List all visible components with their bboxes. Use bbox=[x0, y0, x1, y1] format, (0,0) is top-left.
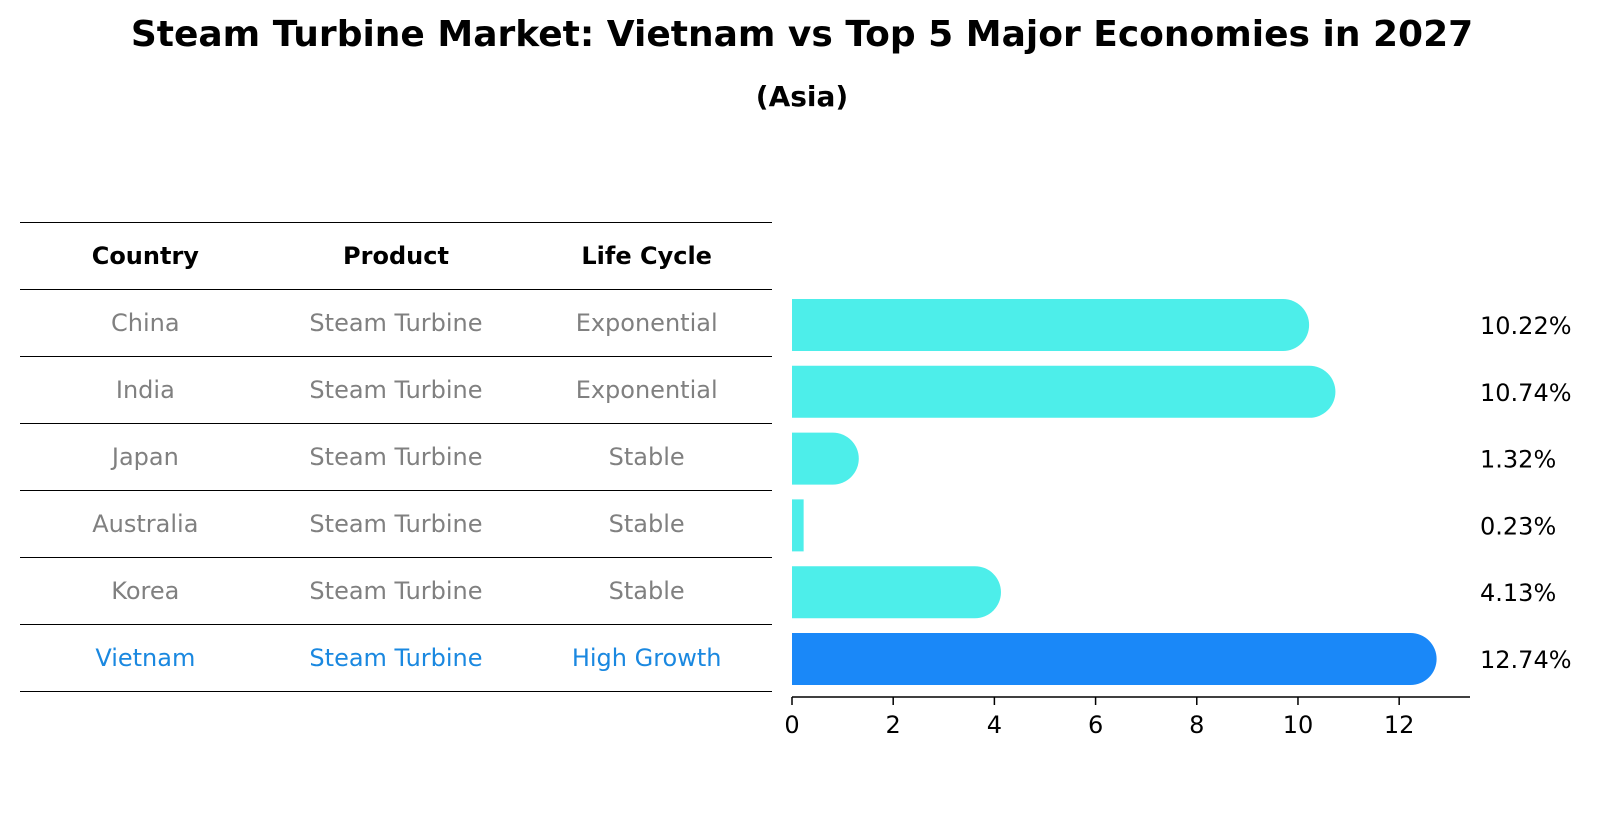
cell-product: Steam Turbine bbox=[270, 624, 522, 692]
country-table: Country Product Life Cycle China Steam T… bbox=[20, 222, 772, 692]
table-row-highlight: Vietnam Steam Turbine High Growth bbox=[20, 624, 772, 692]
value-label-vietnam: 12.74% bbox=[1480, 646, 1572, 674]
chart-title: Steam Turbine Market: Vietnam vs Top 5 M… bbox=[130, 14, 1474, 55]
table-row: India Steam Turbine Exponential bbox=[20, 356, 772, 424]
cell-product: Steam Turbine bbox=[270, 356, 522, 424]
table-row: Korea Steam Turbine Stable bbox=[20, 557, 772, 625]
cell-product: Steam Turbine bbox=[270, 423, 522, 491]
cell-life-cycle: Stable bbox=[521, 423, 772, 491]
table-row: Australia Steam Turbine Stable bbox=[20, 490, 772, 558]
table-row: China Steam Turbine Exponential bbox=[20, 289, 772, 357]
cell-country: Vietnam bbox=[20, 624, 271, 692]
bar-japan bbox=[792, 432, 859, 485]
x-tick-label: 2 bbox=[886, 711, 901, 739]
cell-country: Japan bbox=[20, 423, 271, 491]
cell-life-cycle: Stable bbox=[521, 490, 772, 558]
value-label-korea: 4.13% bbox=[1480, 579, 1556, 607]
header-life-cycle: Life Cycle bbox=[521, 222, 772, 290]
cell-life-cycle: Exponential bbox=[521, 289, 772, 357]
value-label-india: 10.74% bbox=[1480, 379, 1572, 407]
cell-life-cycle: Stable bbox=[521, 557, 772, 625]
cell-product: Steam Turbine bbox=[270, 490, 522, 558]
cell-country: China bbox=[20, 289, 271, 357]
bar-vietnam bbox=[792, 633, 1437, 685]
bar-china bbox=[792, 299, 1310, 351]
bar-india bbox=[792, 365, 1336, 418]
table-header-row: Country Product Life Cycle bbox=[20, 222, 772, 290]
cell-life-cycle: High Growth bbox=[521, 624, 772, 692]
x-tick-label: 12 bbox=[1384, 711, 1415, 739]
x-tick-label: 6 bbox=[1088, 711, 1103, 739]
value-label-australia: 0.23% bbox=[1480, 512, 1556, 540]
bar-australia bbox=[792, 499, 804, 552]
cell-country: Korea bbox=[20, 557, 271, 625]
cell-product: Steam Turbine bbox=[270, 557, 522, 625]
x-tick-label: 8 bbox=[1189, 711, 1204, 739]
x-tick-label: 4 bbox=[987, 711, 1002, 739]
x-tick-label: 0 bbox=[784, 711, 799, 739]
x-tick-label: 10 bbox=[1283, 711, 1314, 739]
chart-subtitle: (Asia) bbox=[755, 80, 849, 113]
value-label-japan: 1.32% bbox=[1480, 446, 1556, 474]
table-row: Japan Steam Turbine Stable bbox=[20, 423, 772, 491]
cell-country: Australia bbox=[20, 490, 271, 558]
header-country: Country bbox=[20, 222, 271, 290]
cell-product: Steam Turbine bbox=[270, 289, 522, 357]
cell-life-cycle: Exponential bbox=[521, 356, 772, 424]
bar-korea bbox=[792, 566, 1001, 619]
header-product: Product bbox=[270, 222, 522, 290]
cell-country: India bbox=[20, 356, 271, 424]
value-label-china: 10.22% bbox=[1480, 312, 1572, 340]
